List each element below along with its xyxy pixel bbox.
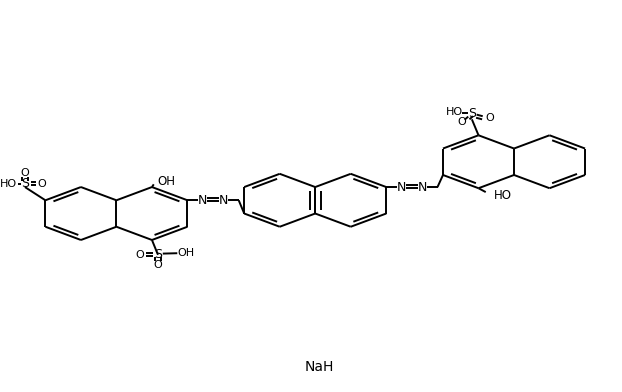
Text: HO: HO	[446, 107, 463, 117]
Text: O: O	[136, 250, 144, 260]
Text: OH: OH	[157, 175, 175, 188]
Text: O: O	[37, 178, 46, 189]
Text: N: N	[198, 194, 207, 207]
Text: O: O	[486, 113, 494, 123]
Text: OH: OH	[177, 248, 195, 258]
Text: S: S	[468, 107, 476, 120]
Text: HO: HO	[0, 178, 17, 189]
Text: N: N	[418, 181, 427, 194]
Text: NaH: NaH	[304, 360, 334, 374]
Text: O: O	[21, 169, 29, 178]
Text: S: S	[21, 177, 29, 190]
Text: N: N	[397, 181, 406, 194]
Text: O: O	[154, 260, 162, 270]
Text: O: O	[458, 118, 466, 127]
Text: N: N	[219, 194, 228, 207]
Text: S: S	[154, 248, 162, 261]
Text: HO: HO	[494, 189, 512, 203]
